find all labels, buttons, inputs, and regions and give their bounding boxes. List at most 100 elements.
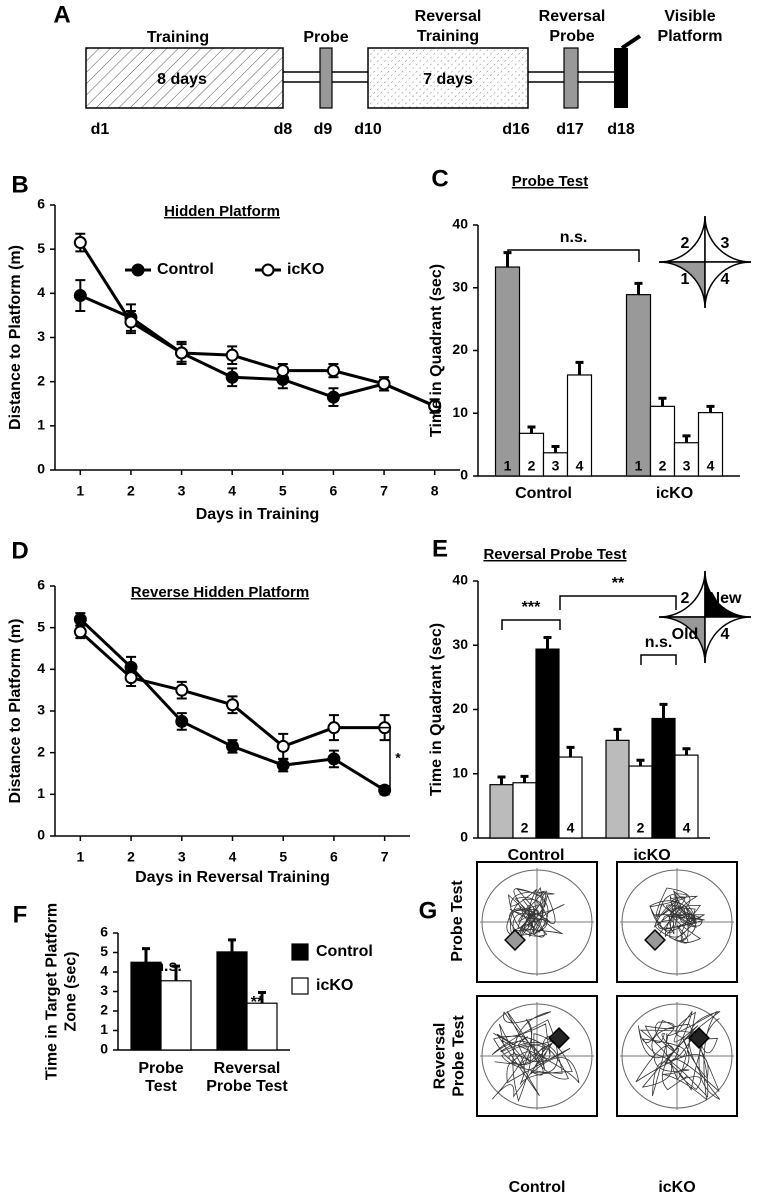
bar-label: 2: [521, 820, 529, 836]
legend-label: Control: [157, 261, 214, 278]
marker: [326, 364, 340, 378]
x-tick-label: Control: [515, 485, 572, 502]
legend-marker: [261, 263, 275, 277]
error-bar: [527, 425, 536, 434]
phase-label: Visible Platform: [658, 8, 723, 45]
y-tick-label: 20: [452, 341, 468, 357]
marker: [276, 364, 290, 378]
marker: [175, 714, 189, 728]
bar-label: 4: [576, 458, 584, 474]
x-tick-label: 3: [178, 849, 186, 865]
x-tick-label: 4: [229, 849, 237, 865]
x-tick-label: 5: [279, 483, 287, 499]
bar-label: 3: [683, 458, 691, 474]
swim-path: [491, 1011, 580, 1103]
panel-label: F: [13, 901, 28, 928]
x-axis-label: Days in Training: [196, 506, 320, 523]
marker: [226, 698, 239, 712]
marker: [377, 377, 391, 391]
reversal-training-box: [367, 47, 529, 109]
x-tick-label: 4: [228, 483, 236, 499]
legend-swatch: [291, 977, 309, 995]
bar: [518, 432, 545, 477]
series-line: [79, 294, 436, 408]
panel-label: A: [53, 1, 70, 28]
error-bar: [258, 990, 266, 1004]
swim-path: [506, 886, 565, 945]
inset-label: New: [709, 590, 742, 607]
x-tick-label: 2: [127, 483, 135, 499]
platform: [504, 929, 526, 951]
chart-title: Reversal Probe Test: [483, 546, 626, 563]
x-tick-label: 1: [76, 483, 84, 499]
platform: [644, 929, 666, 951]
bar: [673, 442, 700, 477]
day-label: d8: [274, 121, 293, 138]
bar: [130, 961, 162, 1051]
annotation: n.s.: [645, 634, 673, 651]
chart-title: Reverse Hidden Platform: [131, 584, 309, 601]
bar: [160, 980, 192, 1051]
bar: [246, 1002, 278, 1051]
inset-label: Old: [672, 626, 699, 643]
panel-label: B: [11, 171, 28, 198]
bar: [625, 294, 652, 477]
bracket: [501, 619, 561, 630]
error-bar: [172, 964, 180, 981]
y-tick-label: 3: [37, 702, 45, 718]
y-tick-label: 2: [100, 1002, 108, 1018]
marker: [226, 739, 239, 753]
y-tick-label: 0: [460, 467, 468, 483]
marker: [276, 739, 290, 753]
y-tick-label: 20: [452, 700, 468, 716]
track-row-label: Probe Test: [449, 880, 466, 962]
bracket: [507, 249, 640, 262]
bar: [494, 266, 521, 477]
y-tick-label: 40: [452, 572, 468, 588]
bracket: [640, 654, 677, 665]
y-tick-label: 40: [452, 216, 468, 232]
visible-platform-box: [614, 48, 628, 108]
bar: [566, 374, 593, 477]
legend-swatch: [291, 943, 309, 961]
inset-label: 1: [681, 271, 690, 288]
x-tick-label: 5: [279, 849, 287, 865]
bar: [216, 951, 248, 1051]
legend-label: Control: [316, 943, 373, 960]
marker: [175, 683, 189, 697]
duration-label: 8 days: [157, 71, 207, 88]
platform: [688, 1027, 710, 1049]
annotation: **: [612, 575, 625, 592]
bar-label: 4: [567, 820, 575, 836]
x-tick-label: 7: [381, 849, 389, 865]
timeline: Training Probe Reversal Training Reversal…: [85, 8, 723, 138]
error-bar: [613, 727, 622, 741]
panel-label: E: [432, 535, 448, 562]
annotation: **: [251, 994, 264, 1011]
training-box: [85, 47, 284, 109]
track-column-label: icKO: [658, 1179, 695, 1196]
x-tick-label: 2: [127, 849, 135, 865]
bar-label: 1: [504, 458, 512, 474]
marker: [225, 348, 239, 362]
marker: [225, 370, 239, 384]
duration-label: 7 days: [423, 71, 473, 88]
x-tick-label: 1: [76, 849, 84, 865]
y-tick-label: 30: [452, 636, 468, 652]
error-bar: [497, 775, 506, 785]
y-tick-label: 0: [100, 1041, 108, 1057]
day-label: d18: [607, 121, 635, 138]
x-tick-label: 6: [330, 849, 338, 865]
bar-label: 1: [635, 458, 643, 474]
y-tick-label: 0: [37, 461, 45, 477]
y-tick-label: 1: [37, 785, 45, 801]
legend-label: icKO: [316, 977, 353, 994]
panel-label: G: [419, 897, 438, 924]
y-tick-label: 1: [100, 1021, 108, 1037]
y-tick-label: 0: [37, 827, 45, 843]
y-tick-label: 10: [452, 764, 468, 780]
marker: [73, 625, 87, 639]
x-tick-label: Probe Test: [138, 1060, 183, 1095]
inset-quadrant: [704, 616, 752, 664]
